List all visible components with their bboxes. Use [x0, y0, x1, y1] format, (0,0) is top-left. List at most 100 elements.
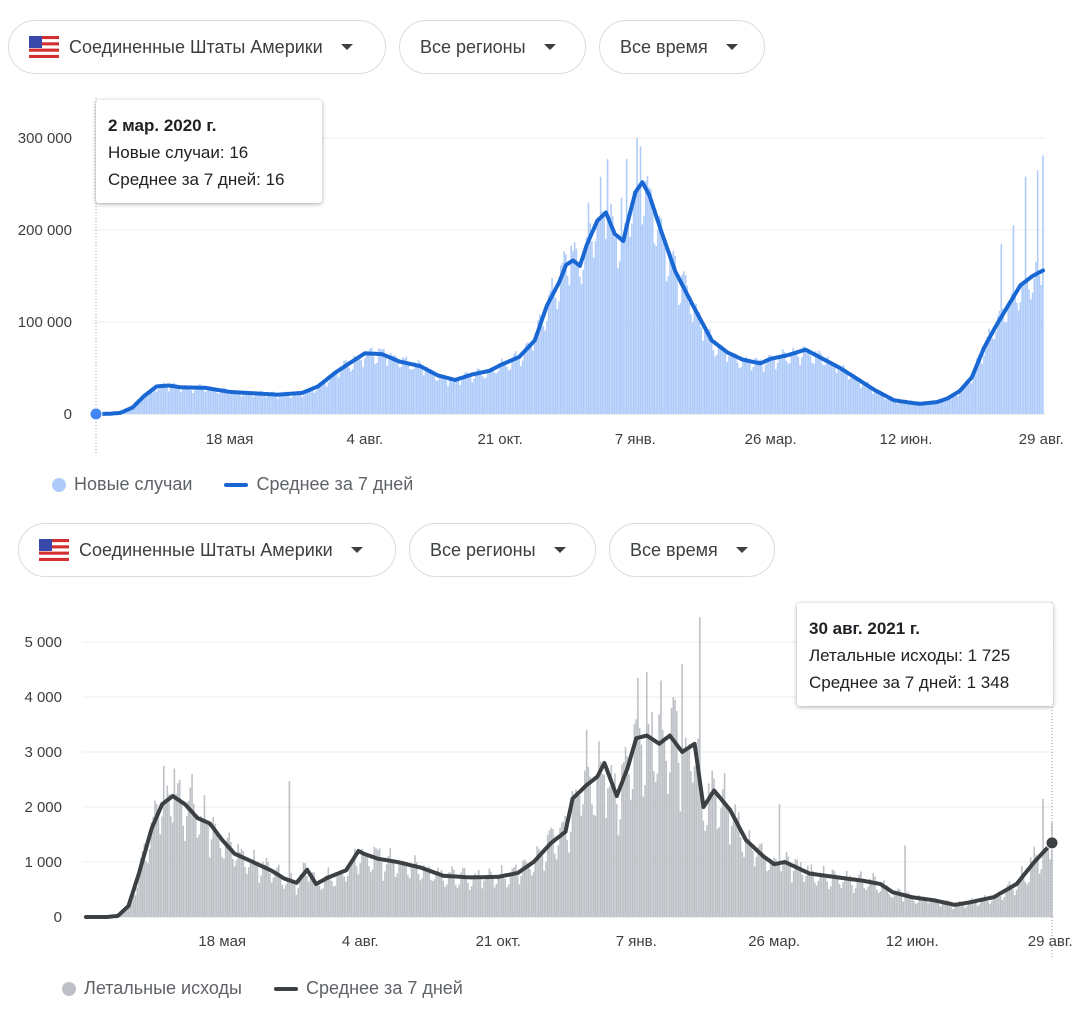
daily-bar — [159, 385, 161, 414]
legend-label: Новые случаи — [74, 474, 193, 494]
daily-bar — [628, 773, 630, 917]
daily-bar — [492, 878, 494, 917]
daily-bar — [369, 348, 371, 414]
daily-bar — [920, 898, 922, 917]
daily-bar — [974, 367, 977, 414]
daily-bar — [631, 223, 633, 414]
daily-bar — [663, 740, 666, 917]
daily-bar — [539, 850, 542, 917]
daily-bar — [781, 349, 784, 414]
daily-bar — [189, 787, 192, 917]
legend-item-deaths[interactable]: Летальные исходы — [62, 978, 242, 999]
daily-bar — [190, 390, 193, 414]
daily-bar — [465, 879, 468, 917]
legend-item-average[interactable]: Среднее за 7 дней — [224, 474, 413, 495]
daily-bar — [709, 328, 711, 414]
daily-bar — [343, 361, 345, 414]
daily-bar — [677, 305, 680, 414]
daily-bar — [747, 360, 749, 414]
daily-bar — [231, 858, 234, 917]
cases-chart[interactable]: 0 100 000 200 000 300 000 18 мая 4 авг. 21 окт… — [0, 98, 1079, 460]
daily-bar — [690, 771, 692, 917]
daily-bar — [712, 350, 715, 414]
daily-bar — [741, 851, 744, 917]
daily-bar — [422, 375, 425, 414]
daily-bar — [1021, 866, 1023, 917]
deaths-chart[interactable]: 0 1 000 2 000 3 000 4 000 5 000 18 мая 4 авг. 21… — [0, 602, 1079, 965]
daily-bar — [417, 360, 420, 414]
period-filter-label: Все время — [620, 36, 708, 57]
daily-bar — [630, 799, 632, 917]
country-filter[interactable]: Соединенные Штаты Америки — [8, 20, 386, 74]
x-tick-label: 21 окт. — [477, 431, 522, 448]
daily-bar — [972, 372, 975, 414]
daily-bar — [124, 910, 126, 917]
daily-bar — [324, 381, 326, 414]
daily-bar — [837, 369, 840, 414]
daily-bar — [281, 884, 284, 917]
daily-bar — [640, 744, 643, 917]
daily-bar — [212, 817, 215, 917]
daily-bar — [494, 372, 496, 414]
daily-bar — [877, 892, 880, 917]
daily-bar — [396, 361, 399, 414]
daily-bar — [286, 878, 289, 917]
daily-bar — [582, 804, 584, 917]
daily-bar — [352, 857, 354, 917]
daily-bar — [916, 902, 919, 917]
daily-bar — [596, 777, 599, 917]
daily-bar — [538, 848, 540, 917]
daily-bar — [1003, 322, 1006, 414]
y-tick-label: 0 — [64, 406, 72, 423]
daily-bar — [638, 728, 641, 917]
daily-bar — [525, 343, 527, 414]
country-filter[interactable]: Соединенные Штаты Америки — [18, 523, 396, 577]
daily-bar — [244, 391, 246, 414]
daily-bar — [975, 901, 977, 917]
daily-bar — [665, 760, 668, 917]
daily-bar — [587, 202, 590, 414]
daily-bar — [608, 786, 611, 917]
daily-bar — [479, 879, 482, 917]
daily-bar — [150, 389, 153, 414]
daily-bar — [464, 372, 467, 414]
daily-bar — [1014, 291, 1016, 414]
daily-bar — [259, 390, 262, 414]
daily-bar — [171, 822, 174, 917]
period-filter[interactable]: Все время — [599, 20, 765, 74]
daily-bar — [592, 257, 595, 414]
region-filter[interactable]: Все регионы — [409, 523, 596, 577]
period-filter[interactable]: Все время — [609, 523, 775, 577]
daily-bar — [228, 832, 231, 917]
daily-bar — [683, 748, 685, 917]
daily-bar — [369, 872, 372, 917]
daily-bar — [185, 387, 187, 414]
daily-bar — [853, 373, 855, 414]
daily-bar — [1017, 310, 1020, 414]
daily-bar — [910, 403, 912, 414]
daily-bar — [295, 894, 298, 917]
legend-item-new-cases[interactable]: Новые случаи — [52, 474, 192, 495]
daily-bar — [872, 393, 874, 414]
daily-bar — [722, 789, 724, 917]
daily-bar — [351, 369, 354, 414]
daily-bar — [613, 237, 616, 414]
daily-bar — [964, 383, 966, 414]
legend-item-average[interactable]: Среднее за 7 дней — [273, 978, 463, 999]
daily-bar — [568, 852, 570, 917]
daily-bar — [813, 363, 815, 414]
daily-bar — [353, 355, 356, 414]
daily-bar — [159, 834, 162, 917]
daily-bar — [193, 390, 196, 414]
daily-bar — [893, 893, 896, 917]
daily-bar — [273, 394, 276, 414]
daily-bar — [927, 903, 929, 917]
daily-bar — [449, 872, 452, 917]
region-filter[interactable]: Все регионы — [399, 20, 586, 74]
daily-bar — [341, 367, 343, 414]
x-tick-label: 4 авг. — [347, 431, 384, 448]
daily-bar — [147, 863, 149, 917]
daily-bar — [959, 901, 961, 917]
daily-bar — [629, 237, 631, 414]
x-tick-label: 12 июн. — [886, 933, 939, 950]
